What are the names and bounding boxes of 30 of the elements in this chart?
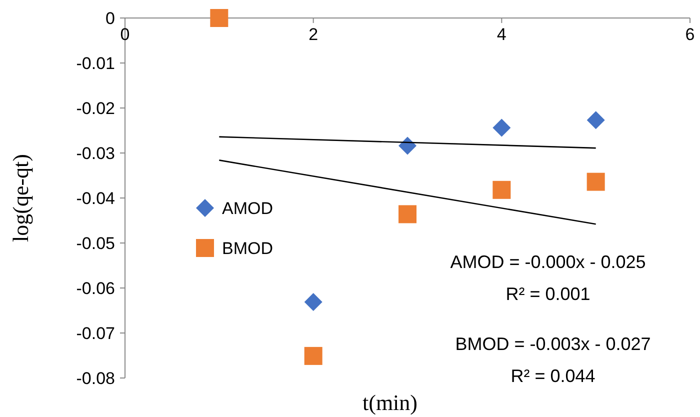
point (210, 9, 228, 27)
x-axis-title: t(min) (362, 390, 418, 415)
point (586, 172, 605, 191)
point (304, 346, 322, 365)
y-tick-label: -0.05 (76, 234, 115, 253)
y-tick-label: -0.06 (76, 278, 115, 298)
point (492, 180, 511, 199)
y-tick-label: -0.04 (76, 188, 115, 208)
x-tick-label: 6 (685, 25, 695, 44)
y-axis-title: log(qe-qt) (8, 154, 33, 242)
legend-label: BMOD (222, 238, 273, 258)
annotation: R² = 0.001 (506, 284, 590, 304)
point (492, 118, 511, 137)
legend-label: AMOD (222, 198, 273, 218)
x-tick-label: 2 (308, 25, 318, 44)
annotation: BMOD = -0.003x - 0.027 (455, 334, 651, 354)
point (398, 205, 416, 224)
y-tick-label: 0 (106, 8, 115, 28)
y-tick-label: -0.08 (76, 368, 115, 388)
y-tick-label: -0.02 (76, 98, 115, 118)
y-tick-label: -0.03 (76, 144, 115, 163)
point (304, 292, 322, 311)
y-tick-label: -0.07 (76, 324, 115, 343)
point (586, 111, 605, 130)
x-tick-label: 0 (120, 25, 130, 44)
x-tick-label: 4 (496, 25, 506, 44)
y-tick-label: -0.01 (76, 54, 115, 73)
point (398, 136, 416, 155)
annotation: R² = 0.044 (510, 366, 596, 386)
annotation: AMOD = -0.000x - 0.025 (450, 252, 646, 272)
